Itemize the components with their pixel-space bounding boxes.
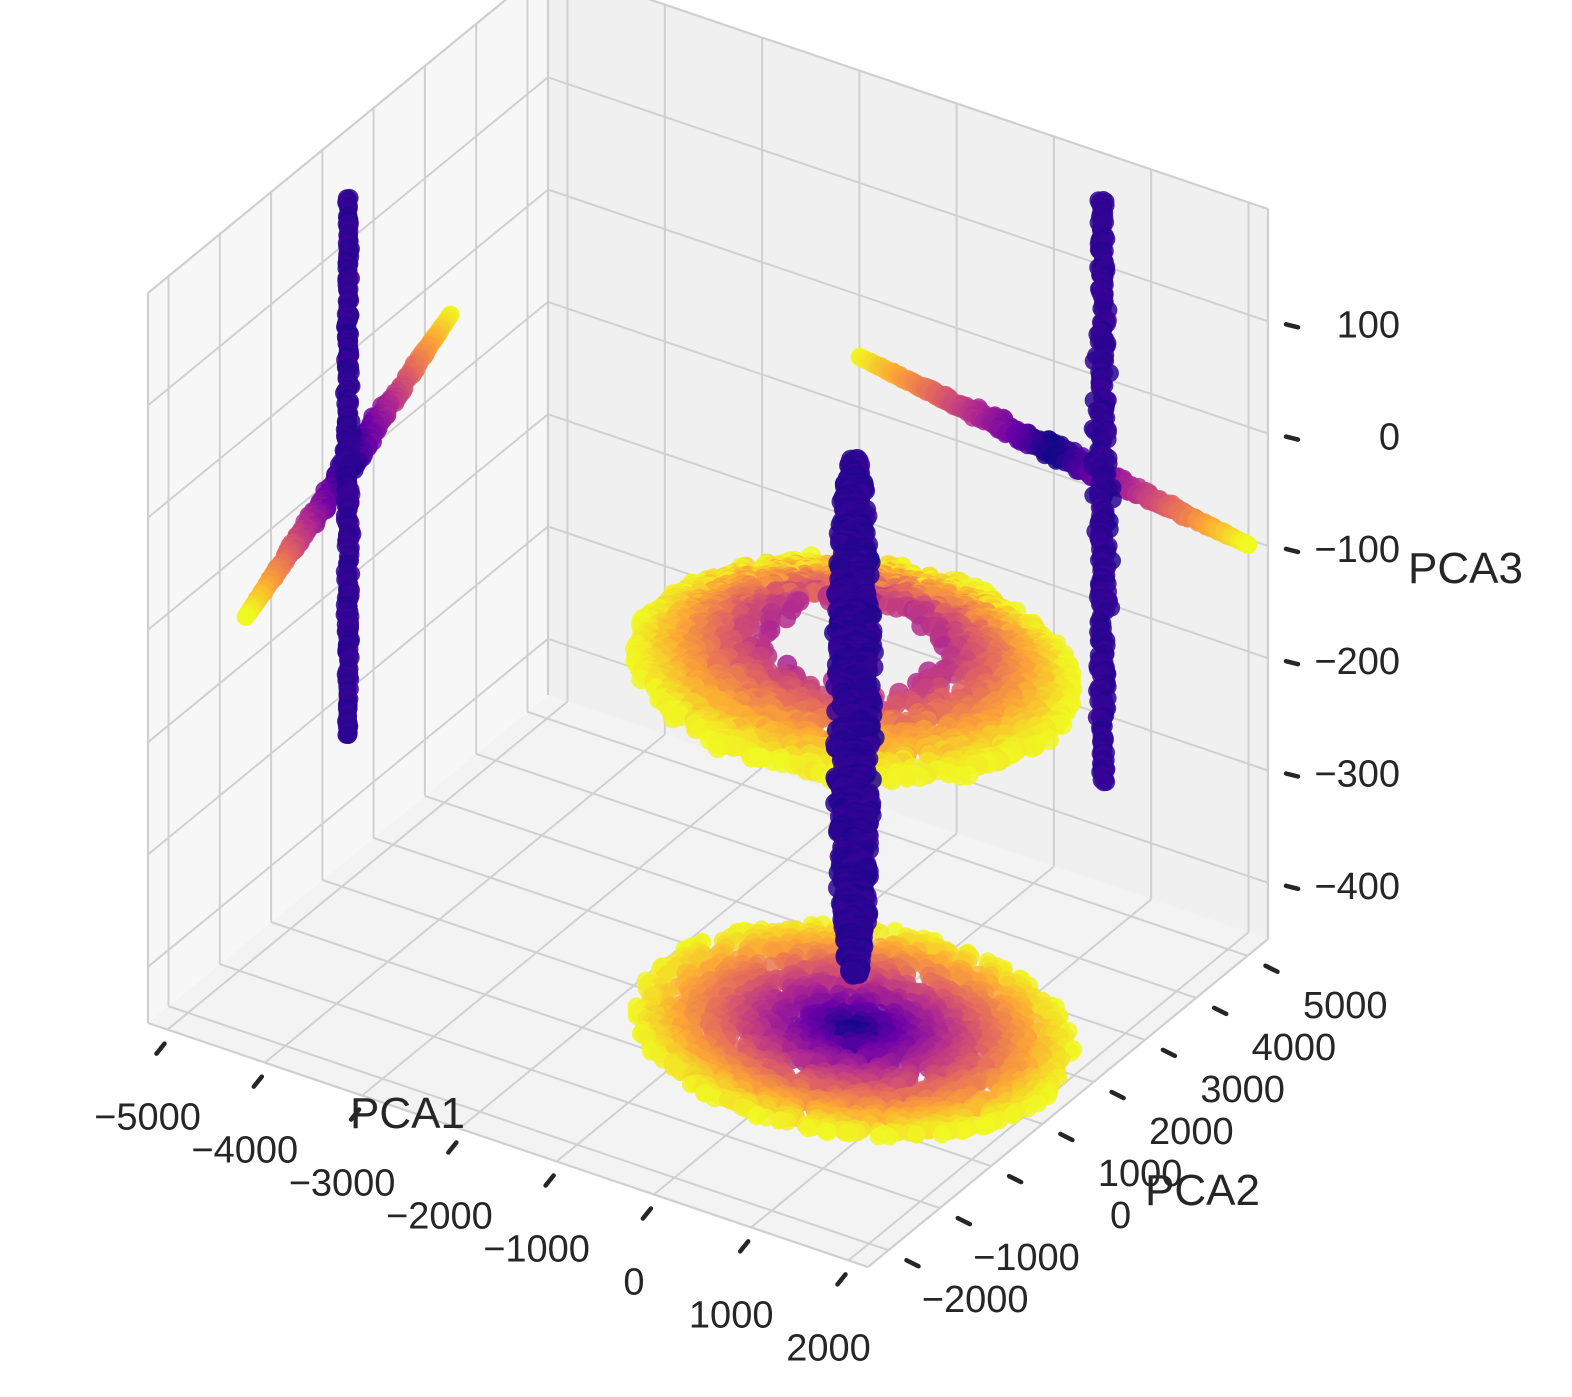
floor-point [870,923,889,942]
x-grid-floor [361,766,763,1097]
y-grid-floor [168,1005,889,1252]
x-axis-line [147,1021,869,1269]
floor-point [799,1119,818,1138]
z-grid-back [547,188,1269,435]
x-grid-floor [166,700,569,1031]
floor-point [818,1123,837,1141]
floor-point [907,1125,926,1144]
data-points [236,188,1258,1146]
floor-point [973,1117,992,1136]
side-wall-point [236,607,255,626]
z-grid-side [147,638,549,968]
y-axis-line [867,938,1269,1268]
top-back-edge-line [647,0,1269,211]
floor-point [840,1124,859,1143]
floor-point [778,1112,797,1131]
back-wall-point [1239,535,1258,554]
y-grid-floor [527,710,1248,957]
back-wall-point [1094,773,1113,792]
z-grid-back [547,76,1269,323]
side-wall-point [339,725,357,744]
x-grid-floor [264,733,666,1064]
top-left-edge-line [147,0,508,294]
z-grid-back [547,525,1269,772]
floor-point [880,1127,899,1146]
floor-point [932,1125,951,1144]
floor-point [705,1089,724,1108]
floor-point [954,1121,972,1140]
z-grid-back [547,413,1269,660]
y-grid-floor [219,963,941,1210]
